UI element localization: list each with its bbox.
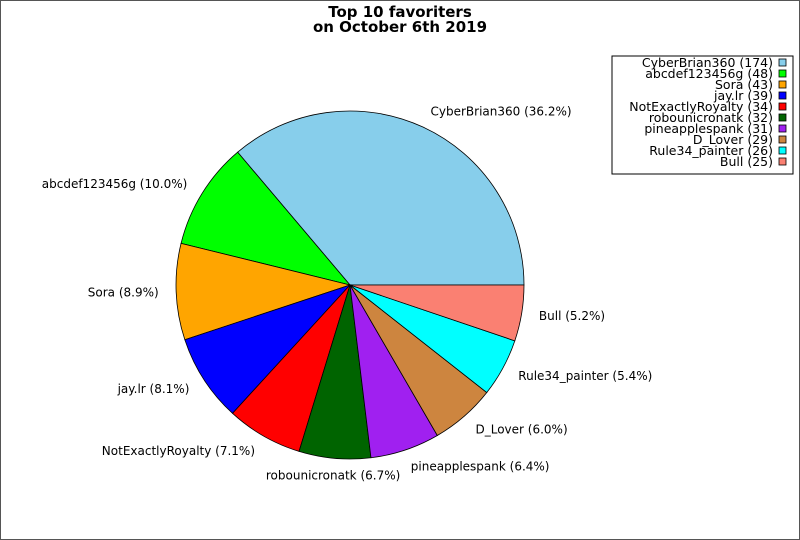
- chart-title: Top 10 favoriters: [328, 3, 472, 21]
- slice-label: NotExactlyRoyalty (7.1%): [102, 444, 255, 458]
- legend-swatch: [778, 80, 787, 89]
- slice-label: Sora (8.9%): [88, 286, 159, 300]
- legend-swatch: [778, 102, 787, 111]
- legend-swatch: [778, 135, 787, 144]
- legend-label: Bull (25): [720, 154, 773, 169]
- slice-label: Bull (5.2%): [539, 309, 605, 323]
- pie-slice-cyberbrian360: [237, 110, 525, 286]
- pie-slices: [175, 110, 525, 460]
- legend-swatch: [778, 58, 787, 67]
- slice-label: D_Lover (6.0%): [476, 423, 568, 437]
- legend-label: jay.lr (39): [713, 88, 773, 103]
- pie-slice-sora: [175, 242, 352, 341]
- legend-label: D_Lover (29): [693, 132, 773, 147]
- slice-label: Rule34_painter (5.4%): [518, 369, 652, 383]
- chart-subtitle: on October 6th 2019: [313, 18, 487, 36]
- legend-swatch: [778, 124, 787, 133]
- slice-label: robounicronatk (6.7%): [266, 469, 400, 483]
- legend-label: CyberBrian360 (174): [642, 55, 773, 70]
- pie-slice-jay-lr: [184, 284, 352, 414]
- legend: CyberBrian360 (174)abcdef123456g (48)Sor…: [611, 55, 794, 175]
- legend-label: robounicronatk (32): [649, 110, 773, 125]
- pie-slice-bull: [349, 284, 525, 342]
- legend-label: pineapplespank (31): [644, 121, 773, 136]
- legend-swatch: [778, 146, 787, 155]
- legend-box: [611, 55, 794, 175]
- slice-label: abcdef123456g (10.0%): [42, 177, 188, 191]
- legend-swatch: [778, 91, 787, 100]
- legend-swatch: [778, 69, 787, 78]
- slice-label: pineapplespank (6.4%): [411, 460, 550, 474]
- legend-label: Sora (43): [715, 77, 773, 92]
- slice-label: jay.lr (8.1%): [117, 382, 190, 396]
- legend-swatch: [778, 157, 787, 166]
- legend-label: abcdef123456g (48): [645, 66, 773, 81]
- pie-slice-abcdef123456g: [180, 151, 352, 286]
- legend-label: NotExactlyRoyalty (34): [629, 99, 773, 114]
- legend-swatch: [778, 113, 787, 122]
- legend-label: Rule34_painter (26): [649, 143, 773, 158]
- slice-label: CyberBrian360 (36.2%): [431, 104, 572, 118]
- slice-labels: CyberBrian360 (36.2%) abcdef123456g (10.0…: [42, 104, 653, 482]
